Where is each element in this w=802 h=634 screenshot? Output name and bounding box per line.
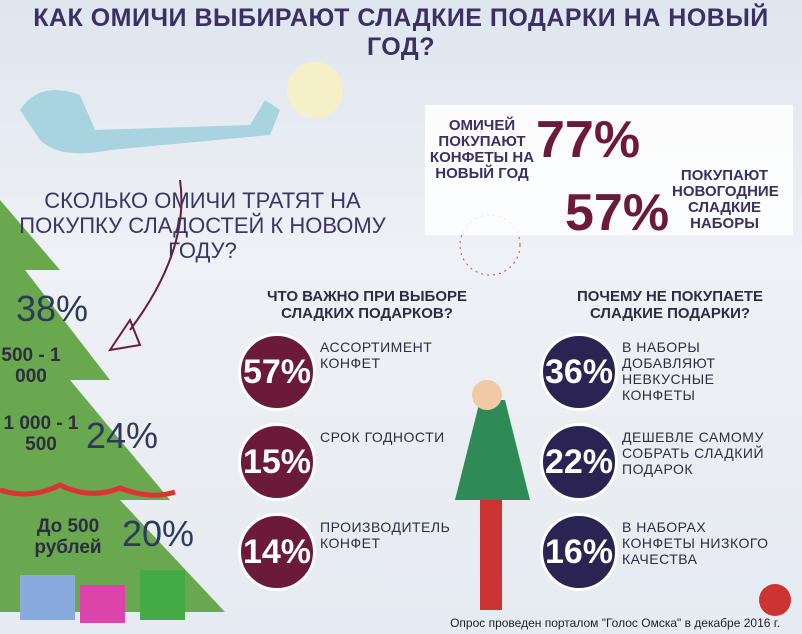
spending-range: До 500 рублей [34, 516, 102, 558]
spending-value: 20% [122, 513, 195, 554]
headline-value: 77% [536, 111, 641, 169]
ornament [759, 584, 791, 616]
spending-range: 1 000 - 1 500 [3, 413, 79, 455]
tree [0, 200, 225, 612]
option-label: В НАБОРАХ КОНФЕТЫ НИЗКОГО КАЧЕСТВА [622, 519, 769, 567]
percent-circle: 16% [540, 513, 618, 591]
garland [0, 482, 176, 498]
column-title: ПОЧЕМУ НЕ ПОКУПАЕТЕ СЛАДКИЕ ПОДАРКИ? [576, 288, 764, 322]
option-label: ДЕШЕВЛЕ САМОМУ СОБРАТЬ СЛАДКИЙ ПОДАРОК [622, 429, 765, 477]
spending-value: 38% [16, 288, 89, 329]
girl-legs [480, 500, 502, 610]
gift [80, 585, 125, 623]
option-label: ПРОИЗВОДИТЕЛЬ КОНФЕТ [320, 519, 451, 551]
percent-circle: 22% [540, 423, 618, 501]
title: КАК ОМИЧИ ВЫБИРАЮТ СЛАДКИЕ ПОДАРКИ НА НО… [33, 4, 769, 61]
moon [287, 62, 343, 118]
column-title: ЧТО ВАЖНО ПРИ ВЫБОРЕ СЛАДКИХ ПОДАРКОВ? [266, 288, 468, 322]
gift [140, 570, 185, 620]
spending-question: СКОЛЬКО ОМИЧИ ТРАТЯТ НА ПОКУПКУ СЛАДОСТЕ… [19, 188, 386, 263]
sleigh [20, 90, 280, 154]
girl-head [472, 380, 502, 410]
footer: Опрос проведен порталом "Голос Омска" в … [450, 616, 780, 630]
headline-label: ПОКУПАЮТ НОВОГОДНИЕ СЛАДКИЕ НАБОРЫ [672, 167, 779, 232]
spending-value: 24% [86, 415, 159, 456]
option-label: СРОК ГОДНОСТИ [320, 429, 445, 445]
gift [20, 575, 75, 620]
option-label: В НАБОРЫ ДОБАВЛЯЮТ НЕВКУСНЫЕ КОНФЕТЫ [622, 339, 716, 403]
percent-circle: 15% [238, 423, 316, 501]
girl [455, 400, 530, 500]
spending-range: 500 - 1 000 [1, 345, 61, 387]
percent-circle: 14% [238, 513, 316, 591]
arrow [107, 179, 183, 352]
percent-circle: 57% [238, 333, 316, 411]
headline-label: ОМИЧЕЙ ПОКУПАЮТ КОНФЕТЫ НА НОВЫЙ ГОД [429, 117, 535, 182]
option-label: АССОРТИМЕНТ КОНФЕТ [320, 339, 433, 371]
headline-box [425, 105, 793, 235]
headline-value: 57% [565, 184, 670, 242]
firework [459, 214, 521, 276]
percent-circle: 36% [540, 333, 618, 411]
